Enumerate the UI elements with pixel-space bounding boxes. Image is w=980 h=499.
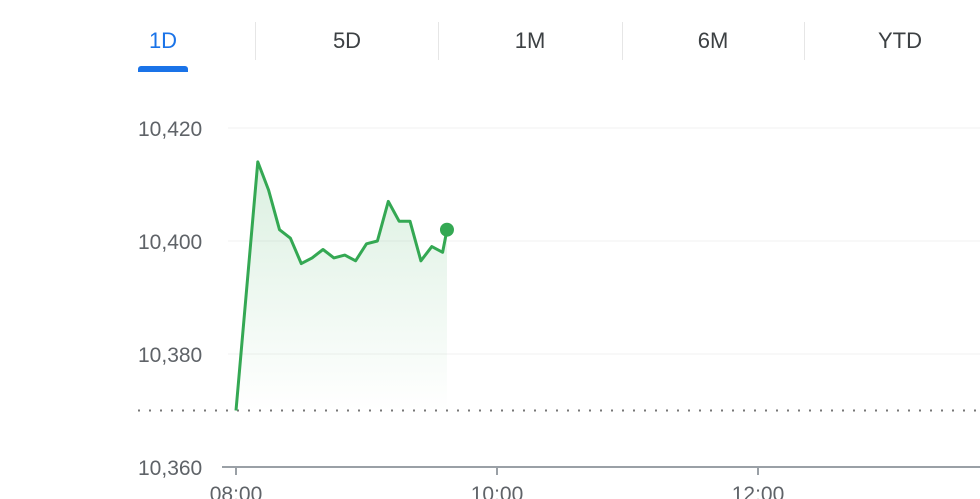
x-tick-label: 12:00 [732, 483, 785, 499]
y-tick-label: 10,380 [138, 344, 202, 367]
price-area-fill [236, 161, 447, 411]
tab-6m[interactable]: 6M [697, 28, 729, 53]
x-tick-label: 10:00 [471, 483, 524, 499]
current-price-dot [439, 222, 454, 237]
x-tick-label: 08:00 [210, 483, 263, 499]
y-tick-label: 10,420 [138, 118, 202, 141]
tab-1d[interactable]: 1D [148, 28, 178, 53]
tab-divider [438, 22, 439, 60]
tab-1m[interactable]: 1M [514, 28, 546, 53]
tab-5d[interactable]: 5D [332, 28, 362, 53]
price-line [234, 160, 449, 411]
y-tick-label: 10,360 [138, 457, 202, 480]
y-tick-label: 10,400 [138, 231, 202, 254]
tab-ytd[interactable]: YTD [878, 28, 922, 53]
tab-divider [255, 22, 256, 60]
tab-divider [622, 22, 623, 60]
active-tab-indicator [138, 66, 188, 72]
tab-divider [804, 22, 805, 60]
time-range-tabs: 1D 5D 1M 6M YTD [0, 0, 980, 90]
